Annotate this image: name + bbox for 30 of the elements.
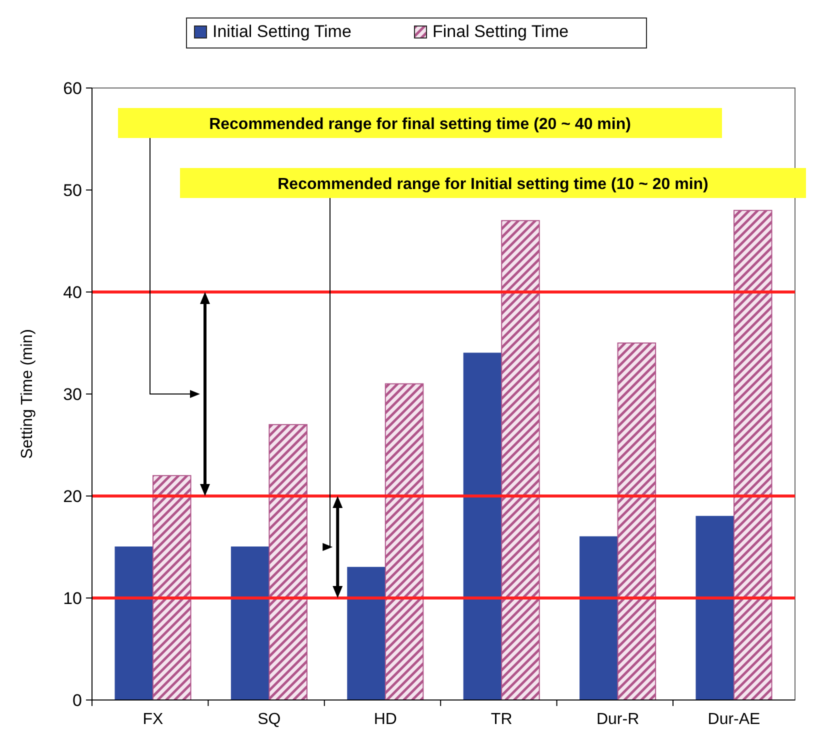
y-tick-label: 0 <box>72 690 82 710</box>
bar <box>347 566 386 700</box>
bar <box>733 210 772 700</box>
y-tick-label: 10 <box>63 588 82 608</box>
y-tick-label: 50 <box>63 180 82 200</box>
bar <box>463 352 502 700</box>
x-tick-label: Dur-R <box>596 711 640 728</box>
bar <box>696 516 734 700</box>
legend-label: Initial Setting Time <box>212 22 352 41</box>
annotation: Recommended range for final setting time (20 ~ 40 min) <box>209 116 631 133</box>
y-tick-label: 40 <box>63 282 82 302</box>
annotation: Recommended range for Initial setting time (10 ~ 20 min) <box>278 176 708 193</box>
bar <box>114 546 154 700</box>
y-tick-label: 20 <box>63 486 82 506</box>
x-tick-label: FX <box>142 711 164 728</box>
bar <box>268 424 308 700</box>
bar <box>501 220 540 700</box>
bar <box>152 475 192 700</box>
legend-label: Final Setting Time <box>432 22 569 41</box>
x-tick-label: TR <box>490 711 512 728</box>
x-tick-label: Dur-AE <box>708 711 760 728</box>
y-tick-label: 60 <box>63 78 82 98</box>
bar <box>230 546 270 700</box>
bar <box>384 383 424 700</box>
x-tick-label: SQ <box>258 711 281 728</box>
bar <box>580 536 618 700</box>
y-axis-title: Setting Time (min) <box>19 329 36 459</box>
x-tick-label: HD <box>374 711 397 728</box>
bar <box>617 342 656 700</box>
y-tick-label: 30 <box>63 384 82 404</box>
